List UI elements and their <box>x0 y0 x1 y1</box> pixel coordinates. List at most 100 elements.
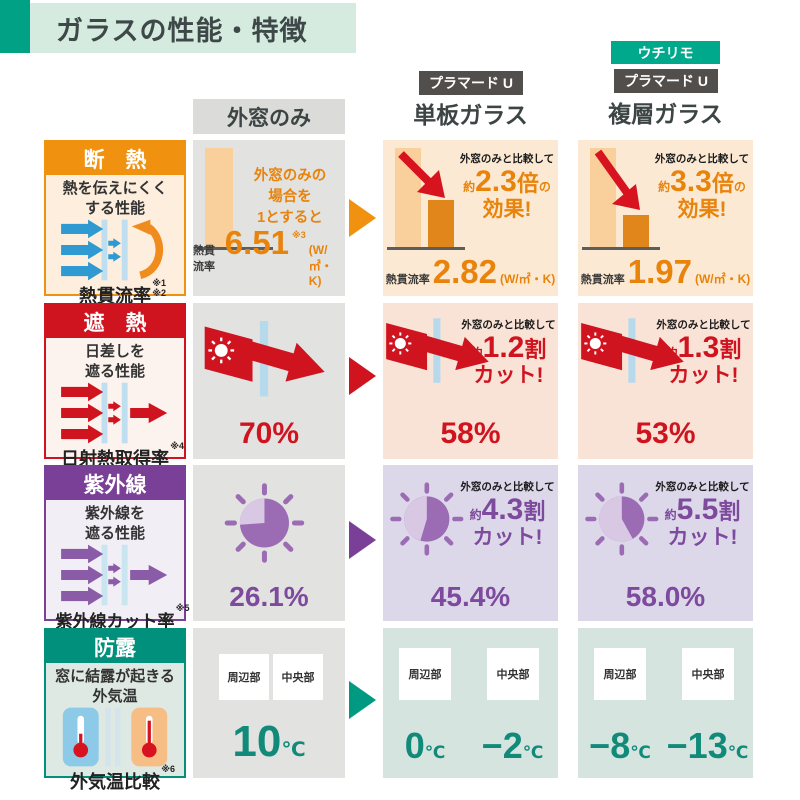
uv-metric-label: 紫外線カット率 <box>55 612 175 631</box>
footnote-mark: ※4 <box>170 441 184 451</box>
heat-insulation-arrows-icon <box>61 219 164 281</box>
uv-single-value: 45.4% <box>430 581 511 612</box>
effect-value: 5.5 <box>676 493 719 527</box>
compare-note: 外窓のみと比較して <box>460 481 555 493</box>
sun-through-glass-icon <box>581 318 684 383</box>
condensation-desc-line1: 窓に結露が起きる <box>55 668 175 685</box>
badge-uchirimo: ウチリモ <box>611 41 720 64</box>
decrease-arrow-icon <box>398 151 445 198</box>
temp-single-center: −2 <box>481 725 523 766</box>
title-banner: ガラスの性能・特徴 <box>30 3 356 53</box>
column-header-baseline: 外窓のみ <box>193 99 345 134</box>
improved-bar <box>623 215 649 247</box>
flow-arrow-uv <box>349 521 376 559</box>
flow-arrow-condensation <box>349 681 376 719</box>
shg-double-value: 53% <box>635 417 696 450</box>
footnote-mark: ※6 <box>161 764 175 774</box>
edge-label-box: 周辺部 <box>399 648 451 700</box>
cell-shade-single: 外窓のみと比較して 約1.2割 カット! 58% <box>383 303 558 459</box>
cell-uv-single: 外窓のみと比較して 約4.3割 カット! 45.4% <box>383 465 558 621</box>
category-title-shade: 遮 熱 <box>46 305 184 338</box>
edge-label-box: 周辺部 <box>219 654 269 700</box>
cell-insulation-baseline: 外窓のみの 場合を 1とすると 熱貫流率 6.51 ※3 (W/㎡・K) <box>193 140 345 296</box>
baseline-bar <box>205 148 233 247</box>
thermometer-comparison-icon <box>62 707 168 767</box>
compare-note: 外窓のみと比較して <box>654 153 750 165</box>
compare-note: 外窓のみと比較して <box>459 153 555 165</box>
cell-uv-baseline: 26.1% <box>193 465 345 621</box>
temp-unit: ℃ <box>281 739 306 761</box>
u-value-label: 熱貫流率 <box>580 274 625 286</box>
center-label-box: 中央部 <box>487 648 539 700</box>
temp-single-edge: 0 <box>404 725 425 766</box>
footnote-mark: ※2 <box>152 287 166 298</box>
badge-plamard-u-single: プラマード U <box>419 71 523 95</box>
effect-value: 2.3 <box>475 165 517 199</box>
uv-desc-line1: 紫外線を <box>84 505 145 522</box>
cell-condensation-baseline: 周辺部 中央部 10℃ <box>193 628 345 778</box>
badge-plamard-u-double: プラマード U <box>614 69 718 93</box>
u-value-label: 熱貫流率 <box>385 274 430 286</box>
compare-note: 外窓のみと比較して <box>656 319 751 331</box>
edge-label-box: 周辺部 <box>594 648 646 700</box>
footnote-mark: ※1 <box>152 278 166 288</box>
category-title-insulation: 断 熱 <box>46 142 184 175</box>
cell-condensation-double: 周辺部 中央部 −8℃ −13℃ <box>578 628 753 778</box>
effect-value: 1.3 <box>677 331 720 365</box>
insulation-metric-label: 熱貫流率 <box>79 286 151 306</box>
category-title-uv: 紫外線 <box>46 467 184 500</box>
column-header-single-glass: 単板ガラス <box>413 102 528 128</box>
category-card-shade: 遮 熱 日差しを 遮る性能 日射熱取得率 ※4 <box>44 303 186 469</box>
shade-metric-label: 日射熱取得率 <box>61 449 169 469</box>
uv-sun-pie-icon <box>390 482 464 556</box>
effect-word: 効果! <box>677 198 727 222</box>
bar-axis <box>582 247 660 250</box>
uv-sun-pie-icon <box>585 482 659 556</box>
uv-sun-pie-icon <box>224 483 305 563</box>
cell-condensation-single: 周辺部 中央部 0℃ −2℃ <box>383 628 558 778</box>
compare-note: 外窓のみと比較して <box>655 481 750 493</box>
condensation-metric-label: 外気温比較 <box>70 772 160 792</box>
center-label-box: 中央部 <box>273 654 323 700</box>
flow-arrow-insulation <box>349 199 376 237</box>
shade-desc-line1: 日差しを <box>84 343 145 360</box>
improved-bar <box>428 200 454 247</box>
effect-word: カット! <box>472 526 543 550</box>
category-card-uv: 紫外線 紫外線を 遮る性能 紫外線カット率 ※5 <box>44 465 190 631</box>
temp-baseline-value: 10 <box>232 717 282 766</box>
baseline-note-line3: 1とすると <box>257 210 323 227</box>
flow-arrow-shade <box>349 357 376 395</box>
u-value-baseline: 6.51 <box>224 224 290 261</box>
u-value-unit: (W/㎡・K) <box>694 272 751 286</box>
shg-baseline-value: 70% <box>238 417 300 450</box>
uv-block-arrows-icon <box>61 544 168 606</box>
condensation-desc-line2: 外気温 <box>92 687 138 705</box>
shade-desc-line2: 遮る性能 <box>84 362 145 380</box>
cell-shade-baseline: 70% <box>193 303 345 459</box>
insulation-desc-line1: 熱を伝えにくく <box>62 180 168 197</box>
page-title: ガラスの性能・特徴 <box>56 15 308 46</box>
footnote-mark: ※3 <box>292 230 306 240</box>
shg-single-value: 58% <box>440 417 501 450</box>
bar-axis <box>387 247 465 250</box>
effect-word: カット! <box>473 364 544 388</box>
effect-word: カット! <box>667 526 738 550</box>
uv-double-value: 58.0% <box>625 581 706 612</box>
uv-desc-line2: 遮る性能 <box>84 524 145 542</box>
effect-word: カット! <box>668 364 739 388</box>
effect-word: 効果! <box>482 198 532 222</box>
title-accent-square <box>0 0 30 53</box>
uv-baseline-value: 26.1% <box>229 581 309 612</box>
temp-double-edge: −8 <box>589 725 631 766</box>
effect-value: 4.3 <box>481 493 524 527</box>
baseline-note-line2: 場合を <box>268 189 312 206</box>
u-value-unit: (W/㎡・K) <box>308 243 333 288</box>
effect-value: 1.2 <box>482 331 525 365</box>
sun-through-glass-icon <box>386 318 489 383</box>
decrease-arrow-icon <box>594 149 640 210</box>
u-value-unit: (W/㎡・K) <box>499 272 556 286</box>
compare-note: 外窓のみと比較して <box>461 319 556 331</box>
footnote-mark: ※5 <box>175 603 190 613</box>
column-header-double-glass: 複層ガラス <box>608 101 723 127</box>
